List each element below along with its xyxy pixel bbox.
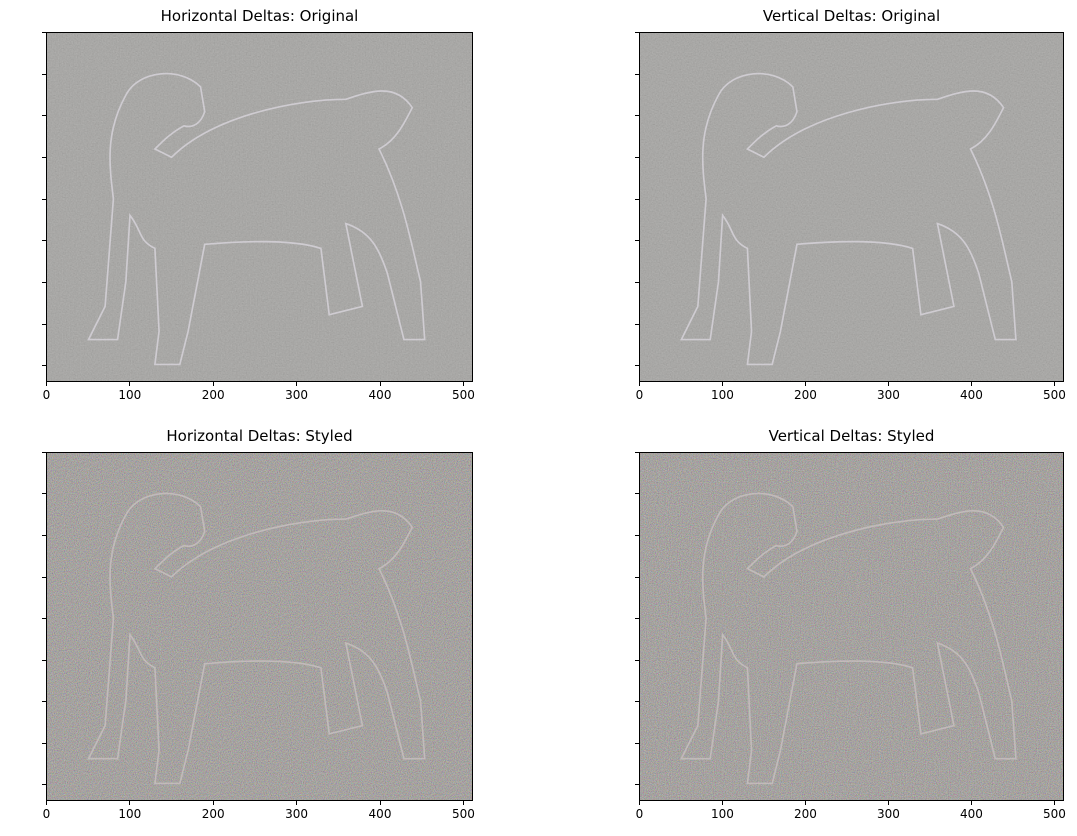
y-tick-mark	[635, 240, 639, 242]
x-tick-label: 100	[710, 807, 734, 821]
subplot-title: Horizontal Deltas: Styled	[166, 427, 353, 445]
x-tick-label: 400	[959, 388, 983, 402]
x-tick-mark	[296, 801, 298, 805]
y-tick-mark	[42, 31, 46, 33]
y-tick-mark	[635, 618, 639, 620]
x-tick-label: 0	[635, 807, 644, 821]
x-tick-label: 200	[201, 807, 225, 821]
x-tick-mark	[462, 801, 464, 805]
y-tick-mark	[42, 156, 46, 158]
x-tick-label: 100	[118, 388, 142, 402]
x-tick-mark	[970, 382, 972, 386]
x-tick-mark	[1053, 382, 1055, 386]
y-tick-mark	[635, 576, 639, 578]
x-tick-mark	[45, 382, 47, 386]
y-tick-mark	[635, 451, 639, 453]
x-tick-label: 300	[876, 807, 900, 821]
y-tick-mark	[635, 31, 639, 33]
y-tick-mark	[42, 115, 46, 117]
x-tick-mark	[887, 382, 889, 386]
y-tick-mark	[635, 156, 639, 158]
x-tick-label: 400	[959, 807, 983, 821]
y-tick-mark	[635, 323, 639, 325]
x-tick-mark	[462, 382, 464, 386]
y-tick-mark	[42, 618, 46, 620]
x-tick-mark	[379, 801, 381, 805]
x-tick-mark	[129, 382, 131, 386]
y-tick-mark	[42, 576, 46, 578]
x-tick-mark	[638, 801, 640, 805]
x-tick-mark	[296, 382, 298, 386]
x-tick-mark	[970, 801, 972, 805]
image-display	[46, 452, 473, 801]
x-tick-mark	[45, 801, 47, 805]
x-tick-label: 500	[1043, 807, 1066, 821]
y-tick-mark	[42, 535, 46, 536]
subplot-title: Horizontal Deltas: Original	[160, 7, 359, 25]
y-tick-mark	[42, 659, 46, 661]
y-tick-mark	[635, 701, 639, 703]
x-tick-label: 200	[201, 388, 225, 402]
y-tick-mark	[635, 198, 639, 200]
x-tick-mark	[804, 382, 806, 386]
y-tick-mark	[42, 73, 46, 75]
x-tick-label: 300	[285, 807, 309, 821]
image-display	[46, 32, 473, 382]
x-tick-mark	[804, 801, 806, 805]
y-tick-mark	[42, 493, 46, 495]
subplot-title: Vertical Deltas: Original	[762, 7, 941, 25]
x-tick-label: 200	[793, 388, 817, 402]
image-display	[639, 32, 1064, 382]
x-tick-mark	[1053, 801, 1055, 805]
y-tick-mark	[635, 535, 639, 536]
x-tick-label: 400	[368, 807, 392, 821]
x-tick-label: 300	[285, 388, 309, 402]
y-tick-mark	[42, 451, 46, 453]
y-tick-mark	[635, 73, 639, 75]
x-tick-label: 0	[42, 388, 51, 402]
x-tick-label: 100	[710, 388, 734, 402]
x-tick-mark	[721, 801, 723, 805]
y-tick-mark	[635, 281, 639, 283]
x-tick-mark	[129, 801, 131, 805]
x-tick-mark	[379, 382, 381, 386]
x-tick-label: 500	[451, 388, 475, 402]
x-tick-mark	[212, 382, 214, 386]
x-tick-label: 0	[42, 807, 51, 821]
x-tick-label: 500	[451, 807, 475, 821]
subplot-title: Vertical Deltas: Styled	[768, 427, 935, 445]
y-tick-mark	[635, 365, 639, 367]
y-tick-mark	[42, 701, 46, 703]
y-tick-mark	[42, 742, 46, 744]
x-tick-label: 100	[118, 807, 142, 821]
y-tick-mark	[42, 365, 46, 367]
x-tick-mark	[721, 382, 723, 386]
y-tick-mark	[635, 784, 639, 786]
y-tick-mark	[42, 198, 46, 200]
y-tick-mark	[42, 784, 46, 786]
y-tick-mark	[635, 742, 639, 744]
y-tick-mark	[42, 281, 46, 283]
x-tick-label: 200	[793, 807, 817, 821]
x-tick-label: 500	[1043, 388, 1066, 402]
x-tick-mark	[887, 801, 889, 805]
y-tick-mark	[42, 323, 46, 325]
y-tick-mark	[635, 115, 639, 117]
x-tick-label: 300	[876, 388, 900, 402]
x-tick-label: 0	[635, 388, 644, 402]
y-tick-mark	[42, 240, 46, 242]
x-tick-label: 400	[368, 388, 392, 402]
x-tick-mark	[638, 382, 640, 386]
x-tick-mark	[212, 801, 214, 805]
image-display	[639, 452, 1064, 801]
y-tick-mark	[635, 659, 639, 661]
y-tick-mark	[635, 493, 639, 495]
